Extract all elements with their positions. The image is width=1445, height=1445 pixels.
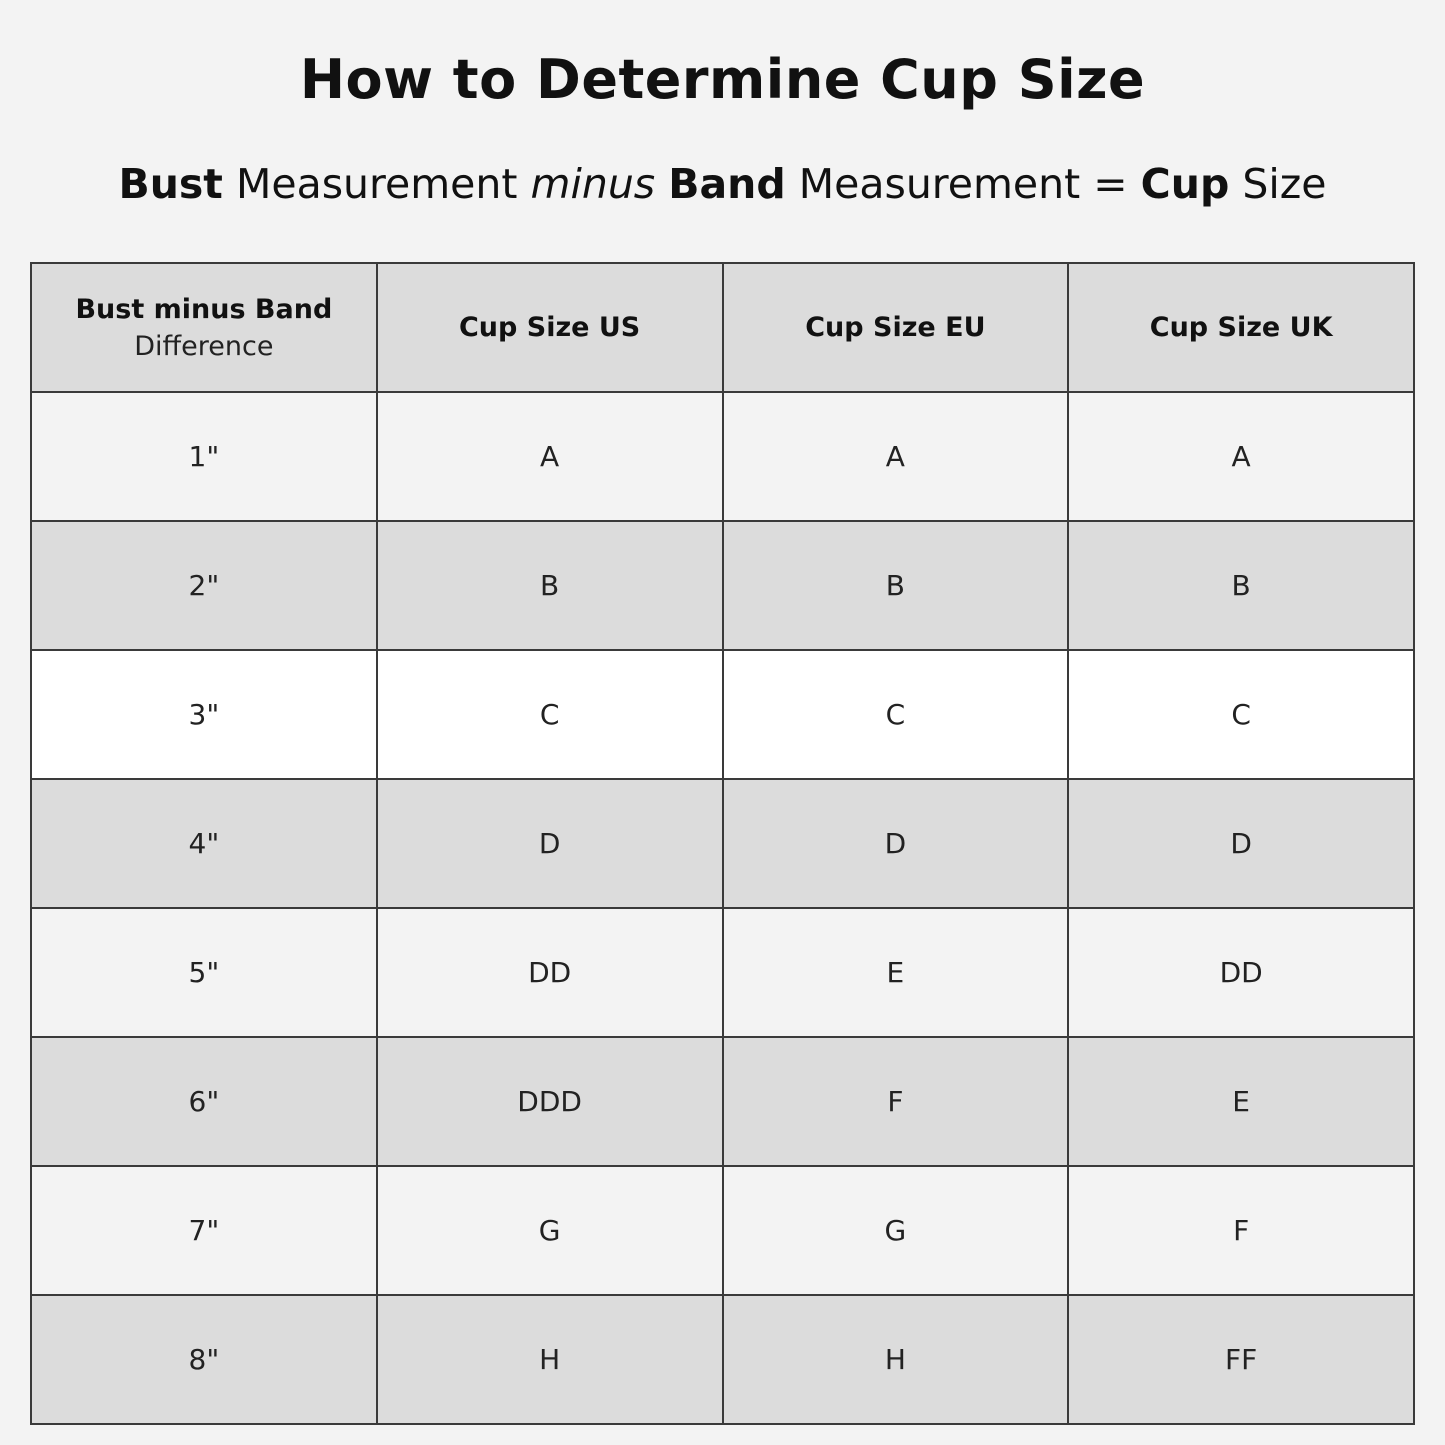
- cell-eu: D: [721, 778, 1070, 909]
- cell-difference: 6": [30, 1036, 378, 1167]
- cell-us: C: [375, 649, 724, 780]
- cell-difference: 7": [30, 1165, 378, 1296]
- cell-difference: 2": [30, 520, 378, 651]
- formula-cup: Cup: [1140, 160, 1230, 208]
- formula-measurement: Measurement: [235, 160, 518, 208]
- cell-eu: H: [721, 1294, 1070, 1425]
- cell-eu: F: [721, 1036, 1070, 1167]
- cell-eu: A: [721, 391, 1070, 522]
- cell-uk: A: [1067, 391, 1415, 522]
- formula-size: Size: [1242, 160, 1327, 208]
- cell-us: H: [375, 1294, 724, 1425]
- formula-minus: minus: [530, 160, 656, 208]
- header-uk: Cup Size UK: [1067, 262, 1415, 393]
- cell-us: B: [375, 520, 724, 651]
- cell-uk: F: [1067, 1165, 1415, 1296]
- table-row: 7" G G F: [30, 1165, 1415, 1296]
- cell-uk: DD: [1067, 907, 1415, 1038]
- cell-eu: G: [721, 1165, 1070, 1296]
- table-row: 2" B B B: [30, 520, 1415, 651]
- page-title: How to Determine Cup Size: [299, 48, 1146, 111]
- table-row: 4" D D D: [30, 778, 1415, 909]
- cell-eu: C: [721, 649, 1070, 780]
- table-row: 6" DDD F E: [30, 1036, 1415, 1167]
- formula-band: Band: [668, 160, 786, 208]
- cell-us: DDD: [375, 1036, 724, 1167]
- cell-uk: D: [1067, 778, 1415, 909]
- header-eu: Cup Size EU: [721, 262, 1070, 393]
- cell-uk: C: [1067, 649, 1415, 780]
- cup-size-table: Bust minus Band Difference Cup Size US Cu…: [30, 262, 1415, 1425]
- cell-us: A: [375, 391, 724, 522]
- cell-eu: B: [721, 520, 1070, 651]
- header-us: Cup Size US: [375, 262, 724, 393]
- header-sublabel: Difference: [134, 330, 274, 362]
- cell-difference: 5": [30, 907, 378, 1038]
- cell-us: G: [375, 1165, 724, 1296]
- header-difference: Bust minus Band Difference: [30, 262, 378, 393]
- cell-uk: B: [1067, 520, 1415, 651]
- cell-difference: 8": [30, 1294, 378, 1425]
- table-row: 8" H H FF: [30, 1294, 1415, 1425]
- cell-us: D: [375, 778, 724, 909]
- cell-eu: E: [721, 907, 1070, 1038]
- formula-bust: Bust: [118, 160, 223, 208]
- cell-uk: FF: [1067, 1294, 1415, 1425]
- formula: Bust Measurement minus Band Measurement …: [0, 160, 1445, 208]
- table-row: 5" DD E DD: [30, 907, 1415, 1038]
- cell-difference: 4": [30, 778, 378, 909]
- formula-equals: =: [1093, 160, 1128, 208]
- table-header-row: Bust minus Band Difference Cup Size US Cu…: [30, 262, 1415, 393]
- table-row: 3" C C C: [30, 649, 1415, 780]
- cell-difference: 1": [30, 391, 378, 522]
- cell-difference: 3": [30, 649, 378, 780]
- formula-measurement: Measurement: [798, 160, 1081, 208]
- cell-uk: E: [1067, 1036, 1415, 1167]
- header-label: Bust minus Band: [75, 293, 333, 325]
- table-row: 1" A A A: [30, 391, 1415, 522]
- cell-us: DD: [375, 907, 724, 1038]
